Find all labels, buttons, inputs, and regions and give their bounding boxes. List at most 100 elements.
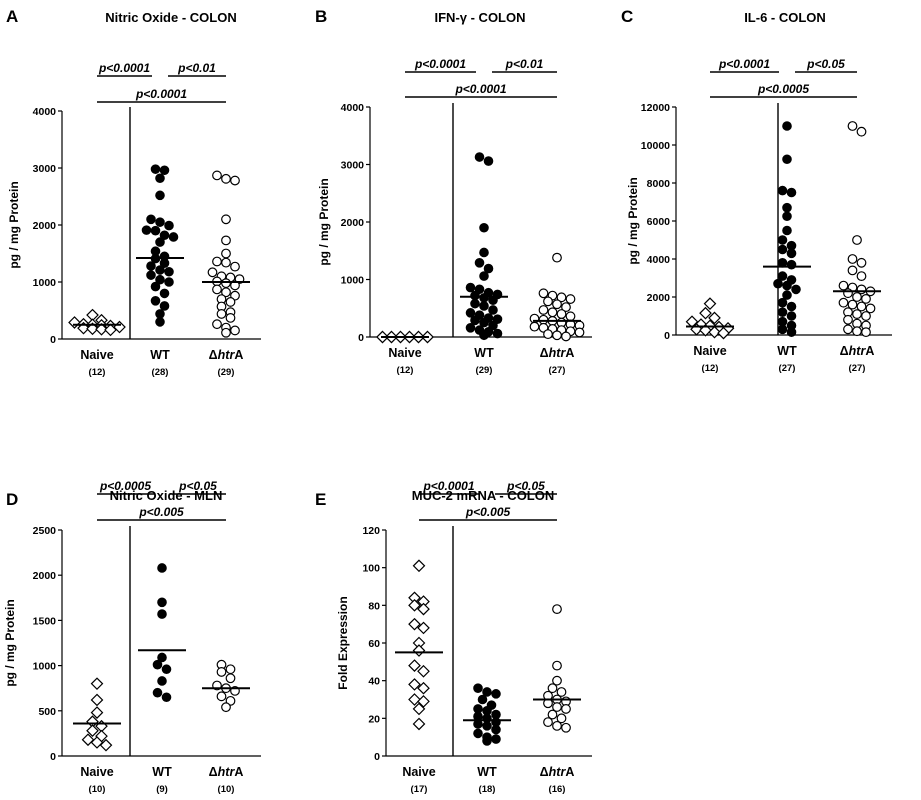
data-point [164, 277, 174, 287]
group-naive: Naive (12) [68, 308, 126, 378]
group-naive: Naive (17) [395, 559, 443, 795]
category-text: WT [474, 346, 494, 360]
y-tick-label: 4000 [341, 102, 365, 114]
data-point [225, 313, 236, 323]
data-point [847, 121, 858, 131]
data-point [552, 702, 562, 712]
data-point [159, 165, 170, 176]
group-wt: WT (9) [138, 563, 186, 795]
category-label: ΔhtrA [840, 344, 875, 358]
data-point [861, 327, 871, 338]
data-point [538, 314, 549, 325]
data-point [865, 303, 876, 314]
data-point [473, 683, 483, 694]
data-point [155, 237, 165, 247]
data-point [543, 329, 553, 340]
data-point [777, 307, 788, 318]
data-point [150, 225, 161, 236]
data-point [482, 687, 492, 697]
data-point [216, 309, 227, 319]
data-point [155, 173, 165, 184]
data-point [547, 709, 558, 720]
data-point [782, 154, 792, 165]
category-label: Naive [80, 765, 113, 779]
y-tick-label: 40 [368, 676, 380, 688]
data-point [164, 266, 174, 277]
group-naive: Naive (12) [376, 330, 434, 376]
data-point [90, 706, 104, 719]
y-tick-label: 10000 [641, 140, 670, 152]
data-point [150, 296, 161, 306]
category-prefix: Δ [540, 346, 549, 360]
count-label: (12) [89, 367, 106, 378]
panel-c: C IL-6 - COLON 0 2000 4000 6000 8000 10000 12000… [621, 7, 892, 374]
category-prefix: Δ [840, 344, 849, 358]
data-point [556, 309, 567, 319]
data-point [157, 676, 167, 686]
significance-label: p<0.0001 [135, 87, 187, 101]
y-tick-label: 0 [664, 330, 670, 342]
significance-label: p<0.0005 [757, 82, 809, 96]
significance-label: p<0.0001 [98, 61, 150, 75]
y-tick-label: 80 [368, 600, 380, 612]
data-point [773, 278, 783, 289]
data-point [791, 284, 801, 295]
data-point [483, 263, 494, 274]
data-point [538, 305, 549, 315]
panel-letter: E [315, 490, 326, 509]
data-point [491, 724, 501, 735]
data-point [552, 330, 562, 341]
data-point [856, 126, 867, 137]
data-point [552, 604, 562, 614]
data-point [543, 717, 553, 727]
data-point [230, 325, 240, 336]
data-point [782, 280, 792, 291]
significance-label: p<0.05 [178, 479, 217, 493]
data-point [529, 321, 540, 332]
data-point [470, 290, 480, 301]
y-tick-label: 2000 [341, 217, 365, 229]
y-axis-label: pg / mg Protein [626, 177, 640, 264]
data-point [212, 256, 222, 267]
significance-label: p<0.0005 [99, 479, 151, 493]
group-naive: Naive (10) [73, 677, 121, 795]
data-point [543, 296, 553, 307]
y-tick-label: 2000 [33, 220, 57, 232]
significance-label: p<0.0001 [422, 479, 474, 493]
data-point [699, 323, 712, 337]
panel-e: E MUC-2 mRNA - COLON 0 20 40 60 80 100 120 Fold E… [315, 479, 592, 795]
y-tick-label: 3000 [341, 160, 365, 172]
count-label: (12) [702, 363, 719, 374]
data-point [155, 309, 165, 319]
count-label: (17) [411, 784, 428, 795]
data-point [207, 267, 218, 278]
count-label: (9) [156, 784, 168, 795]
significance-label: p<0.01 [505, 57, 544, 71]
data-point [86, 322, 99, 336]
data-point [777, 244, 788, 255]
data-point [492, 328, 503, 339]
data-point [417, 602, 430, 616]
data-point [155, 317, 165, 327]
data-point [157, 563, 167, 573]
data-point [786, 259, 797, 270]
category-text: Naive [402, 765, 435, 779]
data-point [556, 713, 567, 724]
category-prefix: Δ [540, 765, 549, 779]
y-axis-label: Fold Expression [336, 596, 350, 689]
category-suffix: A [234, 765, 243, 779]
data-point [488, 305, 498, 315]
category-label: WT [777, 344, 797, 358]
category-text: Naive [80, 348, 113, 362]
data-point [417, 664, 430, 678]
chart-title: IL-6 - COLON [744, 10, 826, 25]
y-tick-label: 60 [368, 638, 380, 650]
category-text: Naive [80, 765, 113, 779]
data-point [861, 311, 871, 321]
y-tick-label: 4000 [647, 254, 671, 266]
significance-label: p<0.0001 [414, 57, 466, 71]
group-wt: WT (18) [463, 683, 511, 795]
group-wt: WT (27) [763, 121, 811, 374]
data-point [479, 271, 489, 281]
category-label: ΔhtrA [209, 765, 244, 779]
